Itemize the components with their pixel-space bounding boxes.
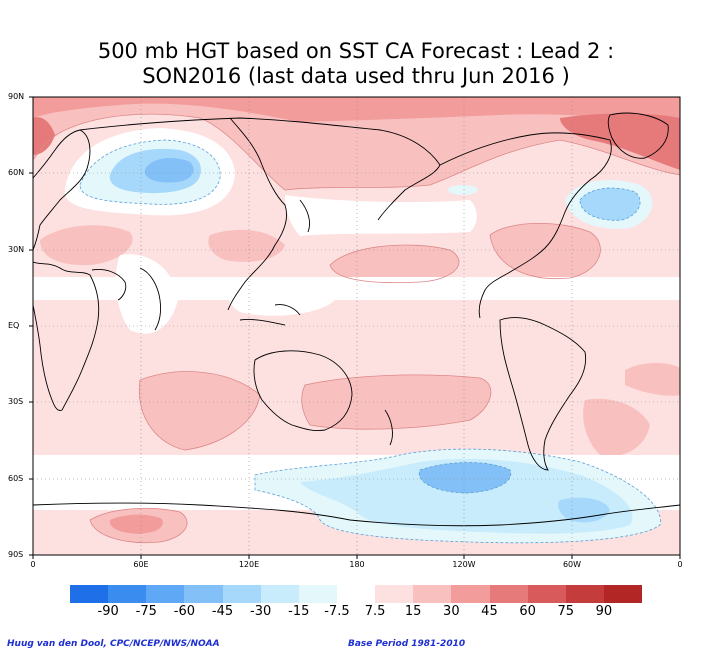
- color-swatch: [222, 585, 261, 603]
- negative-anomaly-siberia-core: [144, 158, 194, 183]
- color-legend-label: 60: [519, 604, 536, 619]
- color-swatch: [451, 585, 490, 603]
- color-swatch: [565, 585, 604, 603]
- positive-anomaly-antarctic-core: [109, 514, 163, 534]
- map-title-line-2: SON2016 (last data used thru Jun 2016 ): [142, 64, 570, 88]
- color-swatch: [527, 585, 566, 603]
- positive-anomaly-north-america: [490, 223, 601, 279]
- negative-anomaly-southern-ocean: [300, 458, 633, 534]
- negative-anomaly-north-atlantic: [580, 188, 641, 221]
- positive-anomaly-south-indian-ocean: [139, 371, 260, 450]
- color-swatch: [108, 585, 147, 603]
- positive-anomaly-arctic: [33, 97, 680, 190]
- color-legend-label: 75: [557, 604, 574, 619]
- positive-anomaly-scandinavia: [33, 117, 55, 155]
- color-legend-label: -75: [135, 604, 157, 619]
- author-credit: Huug van den Dool, CPC/NCEP/NWS/NOAA: [7, 639, 220, 649]
- positive-anomaly-subtropical-pacific: [330, 245, 459, 283]
- color-legend-label: 90: [595, 604, 613, 619]
- positive-anomaly-china: [208, 229, 285, 262]
- color-swatch: [184, 585, 223, 603]
- color-legend-label: -60: [173, 604, 196, 619]
- color-legend-label: -45: [211, 604, 234, 619]
- color-legend-label: 7.5: [364, 604, 386, 619]
- lat-label-90s: 90S: [8, 550, 24, 559]
- positive-anomaly-arctic-core: [33, 97, 680, 125]
- lat-label-90n: 90N: [8, 92, 25, 101]
- negative-contour-lines: [79, 139, 661, 544]
- color-swatch: [298, 585, 337, 603]
- color-legend-label: 30: [443, 604, 460, 619]
- coastlines: [33, 112, 680, 527]
- color-swatch: [413, 585, 452, 603]
- color-swatch: [146, 585, 185, 603]
- lat-label-60s: 60S: [8, 474, 24, 483]
- color-legend-label: 15: [404, 604, 422, 619]
- lon-label-60e: 60E: [133, 560, 149, 569]
- axis-ticks: [29, 96, 681, 559]
- tropical-neutral: [33, 277, 680, 300]
- positive-anomaly-south-atlantic: [583, 398, 650, 457]
- lat-label-30s: 30S: [8, 397, 24, 406]
- map-title-line-1: 500 mb HGT based on SST CA Forecast : Le…: [97, 39, 615, 63]
- color-legend-label: -30: [250, 604, 272, 619]
- color-swatch: [70, 585, 109, 603]
- color-swatch: [375, 585, 414, 603]
- color-swatch: [336, 585, 376, 603]
- lat-lon-grid: [33, 97, 680, 555]
- lon-label-0-east: 0: [677, 560, 683, 569]
- lon-label-180: 180: [349, 560, 365, 569]
- color-legend-label: -7.5: [324, 604, 350, 619]
- negative-anomaly-weddell: [558, 497, 610, 523]
- negative-anomaly-north-pacific: [448, 185, 478, 195]
- maritime-continent-neutral: [228, 284, 335, 316]
- color-swatch: [489, 585, 528, 603]
- indian-ocean-neutral: [115, 254, 178, 334]
- positive-anomaly-mediterranean: [40, 225, 133, 266]
- lon-label-0-west: 0: [30, 560, 36, 569]
- lat-label-30n: 30N: [8, 245, 25, 254]
- positive-anomaly-east-atlantic: [625, 363, 680, 396]
- anomaly-fields: [33, 97, 680, 555]
- color-legend-label: -15: [288, 604, 310, 619]
- positive-anomaly-south-pacific: [301, 374, 491, 430]
- color-legend-label: -90: [97, 604, 119, 619]
- color-swatch: [603, 585, 643, 603]
- color-legend: [70, 585, 643, 603]
- lon-label-120w: 120W: [452, 560, 476, 569]
- color-legend-labels: -90 -75 -60 -45 -30 -15 -7.5 7.5 15 30 45 60 75 90: [0, 604, 712, 620]
- lon-label-60w: 60W: [562, 560, 582, 569]
- lat-label-60n: 60N: [8, 168, 25, 177]
- lat-label-eq: EQ: [8, 321, 20, 330]
- base-period-note: Base Period 1981-2010: [348, 639, 466, 649]
- color-legend-label: 45: [481, 604, 498, 619]
- negative-anomaly-southern-pacific-core: [419, 462, 511, 493]
- contour-lines: [33, 113, 680, 543]
- color-swatch: [260, 585, 299, 603]
- lon-label-120e: 120E: [238, 560, 260, 569]
